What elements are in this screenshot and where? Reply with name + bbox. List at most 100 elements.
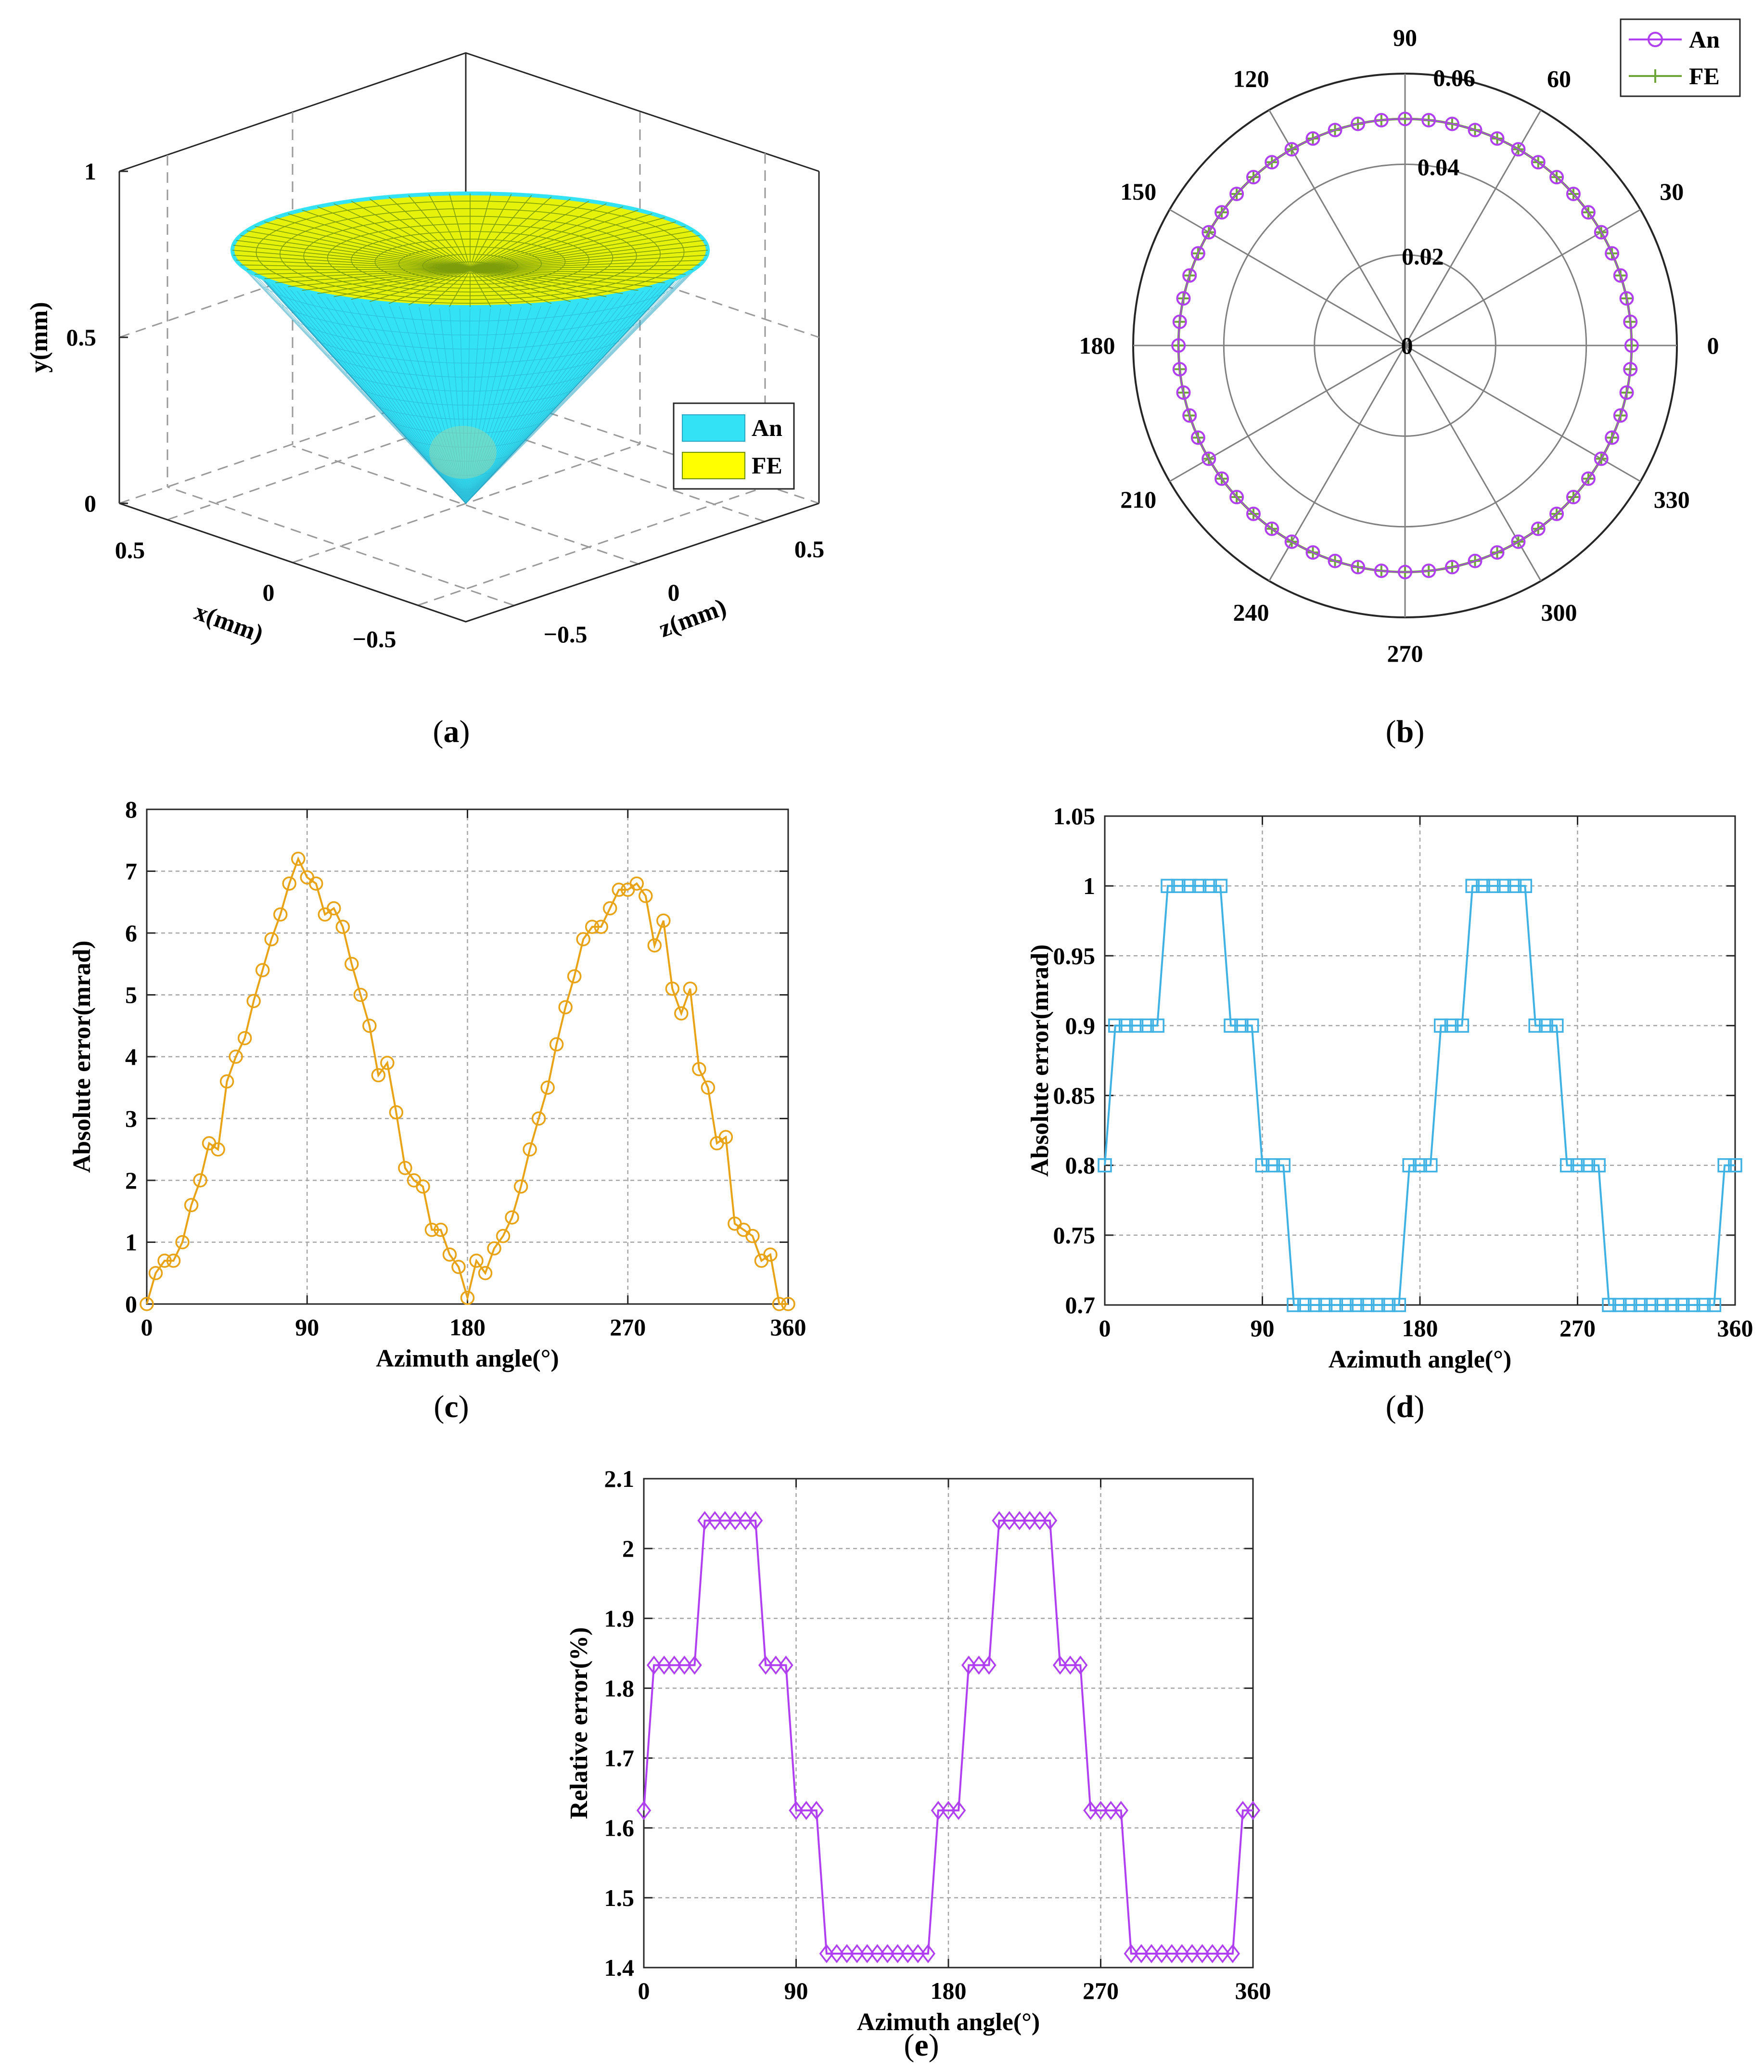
cone-top-radial [470,269,665,283]
data-point [982,1655,997,1675]
polar-marker-an [1444,116,1459,131]
cone-top-radial [351,201,471,270]
data-point [738,1511,753,1530]
polar-marker-an [1549,170,1564,185]
y-tick-label: 0.75 [1053,1222,1096,1249]
polar-marker-an [1246,170,1261,185]
data-point [460,1291,475,1305]
y-tick-label: 1.05 [1053,803,1096,830]
data-point [880,1944,895,1963]
cone-top-radial [449,193,471,270]
x-tick-label: 360 [1235,1977,1271,2004]
data-point [1559,1158,1574,1173]
z-tick-3d: 0 [668,579,680,606]
cone-top-radial [470,217,665,270]
data-point [1108,1018,1123,1033]
data-point [1235,1801,1251,1820]
data-point [839,1944,855,1963]
data-point [1287,1298,1301,1312]
data-point [1423,1158,1438,1173]
z-axis-3d: −0.5 0 0.5 z(mm) [544,536,825,648]
cone-body-mesh [232,250,708,504]
z-tick-3d: −0.5 [544,621,588,648]
y-tick-3d: 1 [84,158,96,185]
series-line [1104,885,1735,1306]
data-point [717,1511,733,1530]
cone-mesh-ring [265,286,674,335]
data-point [1129,1018,1144,1033]
polar-marker-an [1581,471,1596,486]
data-point [264,932,279,946]
y-tick-label: 1.9 [604,1605,635,1632]
data-point [890,1944,905,1963]
cone-top-radial [470,213,652,270]
polar-marker-an [1176,385,1191,400]
data-point [1052,1655,1068,1675]
cone-top-radial [255,226,471,270]
data-point [380,1056,395,1070]
data-point [523,1142,537,1157]
data-point [558,1000,573,1014]
polar-marker-an [1190,246,1205,261]
data-point [1654,1298,1669,1312]
data-point [1098,1158,1112,1173]
cone-top-radial [470,269,552,304]
polar-r-label: 0.06 [1433,64,1475,91]
data-point [629,876,644,891]
cone-top-radial [470,269,686,275]
data-point [229,1049,243,1064]
data-point [1444,1018,1459,1033]
data-point [745,1228,760,1243]
cone-top-radial [233,255,471,270]
cone-mesh-ring [315,340,622,378]
data-point [647,938,662,953]
data-point [1022,1511,1037,1530]
data-point [335,920,350,934]
x-axis-label: Azimuth angle(°) [857,2008,1040,2036]
polar-marker-an [1374,563,1389,578]
cone-top-radial [388,269,471,304]
data-point [1139,1018,1154,1033]
data-point [1623,1298,1637,1312]
polar-r-label: 0.04 [1418,153,1460,180]
cone-top-radial [470,226,686,270]
axes-front [119,502,819,623]
cone-top-radial [470,250,708,270]
data-point [683,981,698,996]
x-tick-3d: 0 [263,579,275,606]
data-point [1118,1018,1133,1033]
polar-marker-an [1328,123,1342,138]
cone-top-radial [470,269,639,291]
data-point [291,852,306,866]
polar-angle-label: 210 [1120,486,1156,513]
cone-top-radial [288,269,471,287]
polar-marker-an [1214,205,1229,220]
panel-d: 0 90 180 270 360 0.7 0.75 0.8 0.85 0.9 0.95 1 1.05 Az… [1026,803,1753,1373]
polar-marker-an [1581,205,1596,220]
legend-swatch-fe [682,452,745,479]
polar-marker-an [1531,155,1546,170]
polar-marker-an [1619,385,1634,400]
data-point [1318,1298,1333,1312]
polar-angle-label: 330 [1654,486,1690,513]
data-point [1225,1944,1240,1963]
cone-top-radial [317,206,471,270]
cone-top-radial [388,196,471,270]
data-point [1581,1158,1596,1173]
polar-marker-an [1549,506,1564,521]
data-point [1154,1944,1169,1963]
polar-angle-label: 240 [1233,599,1269,626]
data-point [531,1111,546,1126]
cone-top-radial [470,269,623,294]
cone-top-radial [470,203,607,270]
y-tick-label: 1.4 [604,1954,635,1981]
y-tick-label: 4 [125,1043,137,1070]
polar-angle-ticks: 0 30 60 90 120 150 180 210 240 270 300 330 [1079,24,1719,667]
polar-marker-an [1172,362,1187,377]
cone-mesh-ring [448,485,484,490]
data-point [992,1511,1007,1530]
data-point [1381,1298,1396,1312]
polar-marker-an [1623,314,1638,329]
data-point [1073,1655,1088,1675]
data-point [1032,1511,1048,1530]
